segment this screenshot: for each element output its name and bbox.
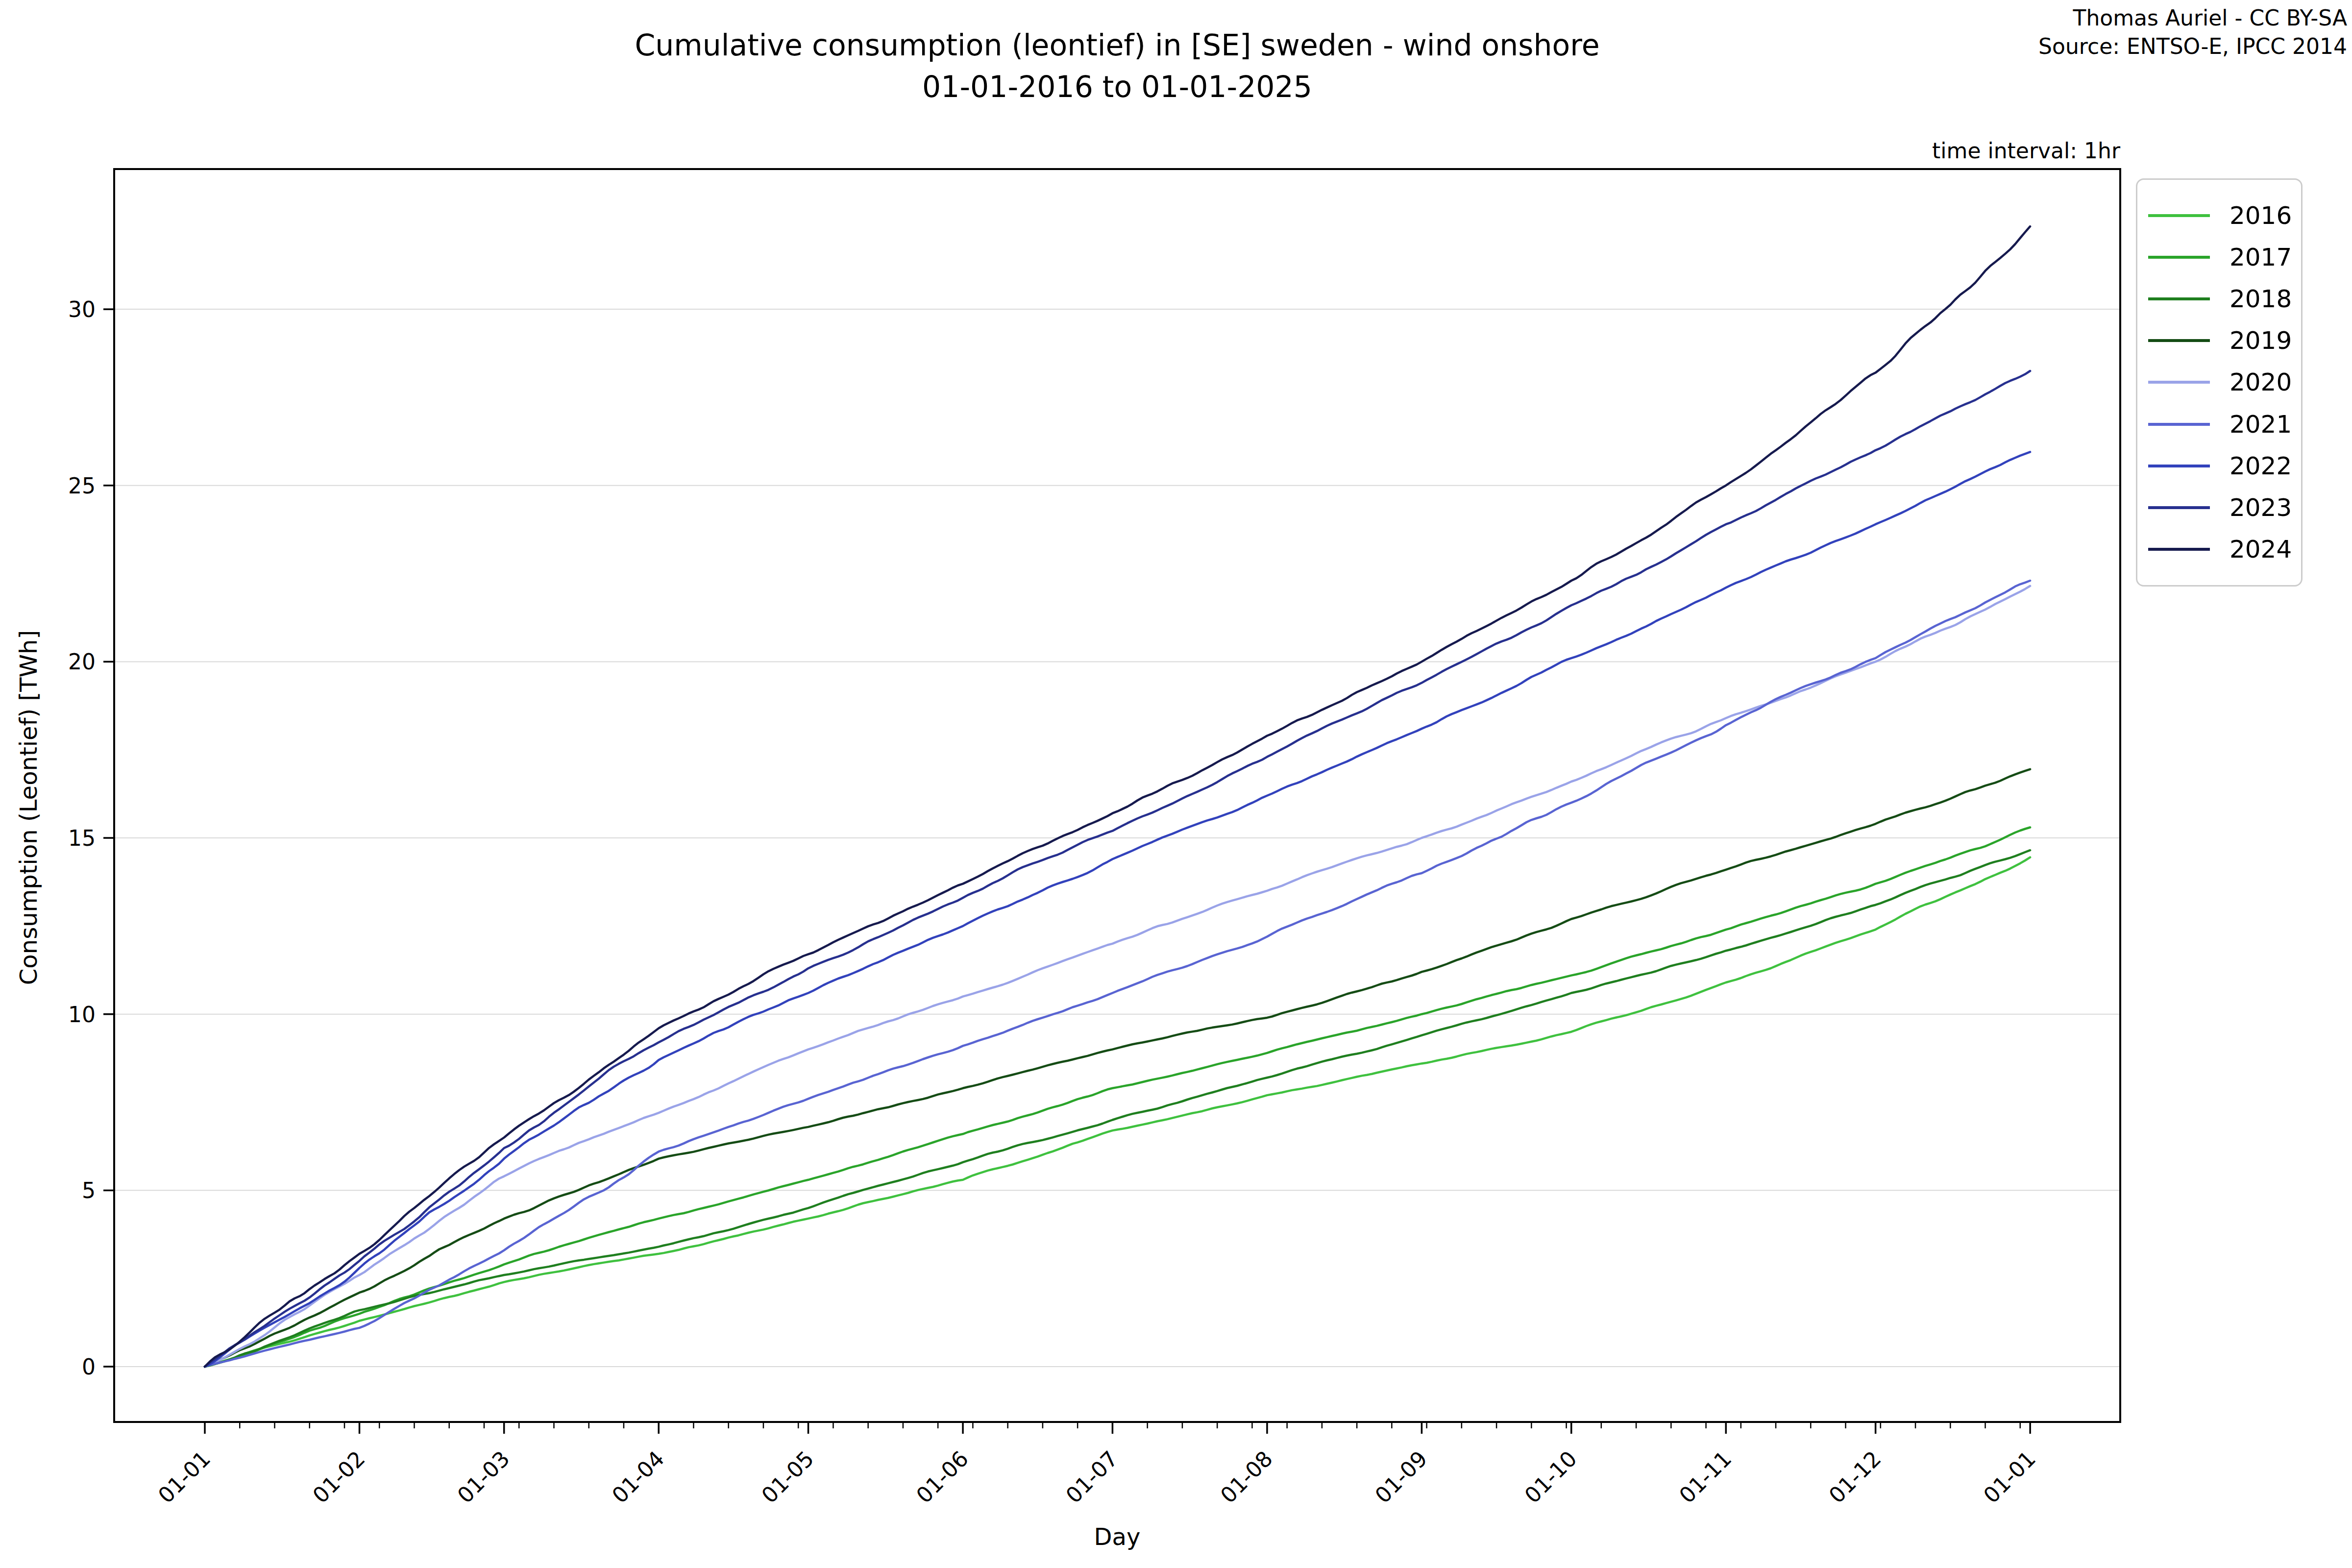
legend-item-2020: 2020 [2148, 369, 2301, 395]
x-axis-title: Day [114, 1523, 2120, 1550]
series-line-2017 [205, 828, 2030, 1367]
legend-item-2018: 2018 [2148, 286, 2301, 312]
figure: Cumulative consumption (leontief) in [SE… [0, 0, 2352, 1568]
x-tick-label: 01-06 [911, 1446, 973, 1508]
y-tick-label: 20 [68, 649, 96, 674]
x-tick-label: 01-10 [1519, 1446, 1581, 1508]
legend-line-swatch-2023 [2148, 506, 2210, 509]
legend-label-2023: 2023 [2230, 493, 2292, 522]
y-tick-label: 10 [68, 1002, 96, 1027]
y-tick-label: 30 [68, 297, 96, 322]
series-line-2022 [205, 452, 2030, 1367]
legend-label-2019: 2019 [2230, 326, 2292, 355]
series-line-2023 [205, 371, 2030, 1367]
legend-line-swatch-2016 [2148, 214, 2210, 217]
y-tick-label: 15 [68, 826, 96, 851]
axes-spines [114, 169, 2120, 1422]
x-tick-label: 01-07 [1061, 1446, 1123, 1508]
x-tick-label: 01-03 [452, 1446, 514, 1508]
legend-item-2019: 2019 [2148, 328, 2301, 353]
legend-item-2021: 2021 [2148, 412, 2301, 437]
legend-label-2024: 2024 [2230, 535, 2292, 564]
legend-item-2024: 2024 [2148, 537, 2301, 562]
legend-item-2022: 2022 [2148, 453, 2301, 479]
y-tick-label: 0 [82, 1354, 96, 1379]
chart-canvas: 0 5 10 15 20 25 30 01-01 01-02 01-03 01-04 01-05 01-… [0, 0, 2352, 1568]
legend-label-2022: 2022 [2230, 452, 2292, 480]
x-tick-label: 01-01 [1979, 1446, 2040, 1508]
x-tick-label: 01-08 [1216, 1446, 1277, 1508]
x-tick-label: 01-04 [607, 1446, 669, 1508]
legend-label-2017: 2017 [2230, 243, 2292, 271]
legend-item-2017: 2017 [2148, 245, 2301, 270]
y-tick-label: 25 [68, 473, 96, 498]
legend-line-swatch-2020 [2148, 381, 2210, 384]
legend-label-2016: 2016 [2230, 201, 2292, 230]
series-line-2024 [205, 226, 2030, 1367]
y-tick-label: 5 [82, 1178, 96, 1203]
legend-line-swatch-2021 [2148, 423, 2210, 426]
legend-line-swatch-2022 [2148, 465, 2210, 467]
x-tick-label: 01-02 [308, 1446, 369, 1508]
legend-item-2016: 2016 [2148, 203, 2301, 228]
x-tick-label: 01-01 [153, 1446, 215, 1508]
series-line-2020 [205, 586, 2030, 1367]
x-tick-label: 01-05 [757, 1446, 818, 1508]
legend-label-2018: 2018 [2230, 285, 2292, 313]
x-tick-label: 01-11 [1674, 1446, 1736, 1508]
x-tick-label: 01-12 [1824, 1446, 1886, 1508]
legend: 2016 2017 2018 2019 2020 2021 2022 2023 2024 [2136, 178, 2303, 587]
legend-line-swatch-2024 [2148, 548, 2210, 551]
x-tick-label: 01-09 [1370, 1446, 1432, 1508]
legend-item-2023: 2023 [2148, 495, 2301, 520]
legend-line-swatch-2018 [2148, 297, 2210, 300]
legend-line-swatch-2019 [2148, 339, 2210, 342]
series-line-2019 [205, 769, 2030, 1367]
legend-line-swatch-2017 [2148, 256, 2210, 259]
legend-label-2021: 2021 [2230, 410, 2292, 439]
legend-label-2020: 2020 [2230, 368, 2292, 396]
series-line-2016 [205, 858, 2030, 1367]
